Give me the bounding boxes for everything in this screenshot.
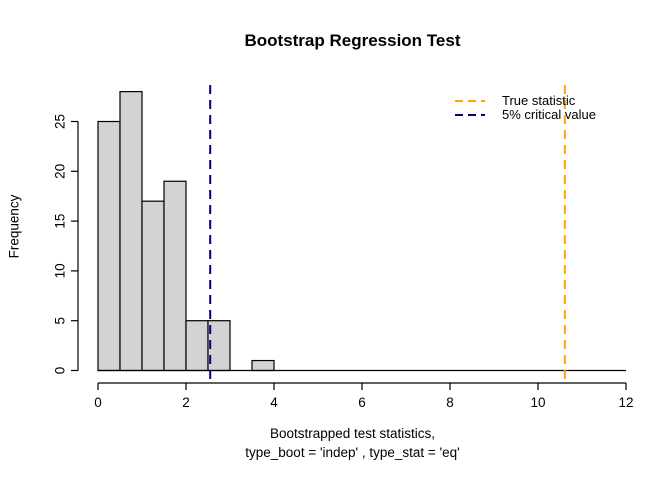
legend-item-true-statistic: True statistic <box>455 94 596 108</box>
legend-item-critical-value: 5% critical value <box>455 108 596 122</box>
x-tick-label: 2 <box>182 395 190 410</box>
legend-label-true-statistic: True statistic <box>502 93 576 108</box>
y-tick-label: 5 <box>53 317 68 325</box>
y-tick-label: 25 <box>53 114 68 129</box>
y-tick-label: 10 <box>53 263 68 278</box>
x-tick-label: 10 <box>530 395 545 410</box>
histogram-bar <box>97 120 121 372</box>
y-axis-title: Frequency <box>6 194 22 259</box>
y-tick-label: 15 <box>53 214 68 229</box>
x-axis-title-line1: Bootstrapped test statistics, <box>269 426 436 441</box>
y-tick-label: 20 <box>53 164 68 179</box>
histogram-bar <box>207 320 231 372</box>
x-tick-label: 0 <box>94 395 102 410</box>
histogram-bar <box>163 180 187 372</box>
x-tick-label: 6 <box>358 395 366 410</box>
x-tick-label: 12 <box>618 395 633 410</box>
x-tick-label: 8 <box>446 395 454 410</box>
y-tick-label: 0 <box>53 367 68 375</box>
histogram-bar <box>185 320 209 372</box>
x-tick-label: 4 <box>270 395 278 410</box>
legend-label-critical-value: 5% critical value <box>502 107 596 122</box>
histogram-bar <box>141 200 165 372</box>
true-statistic-dash-sample <box>455 100 485 102</box>
chart-title: Bootstrap Regression Test <box>244 31 461 50</box>
histogram-bar <box>251 359 275 372</box>
histogram-bar <box>119 91 143 372</box>
legend: True statistic 5% critical value <box>455 94 596 122</box>
critical-value-dash-sample <box>455 114 485 116</box>
x-axis-title-line2: type_boot = 'indep' , type_stat = 'eq' <box>245 445 460 460</box>
